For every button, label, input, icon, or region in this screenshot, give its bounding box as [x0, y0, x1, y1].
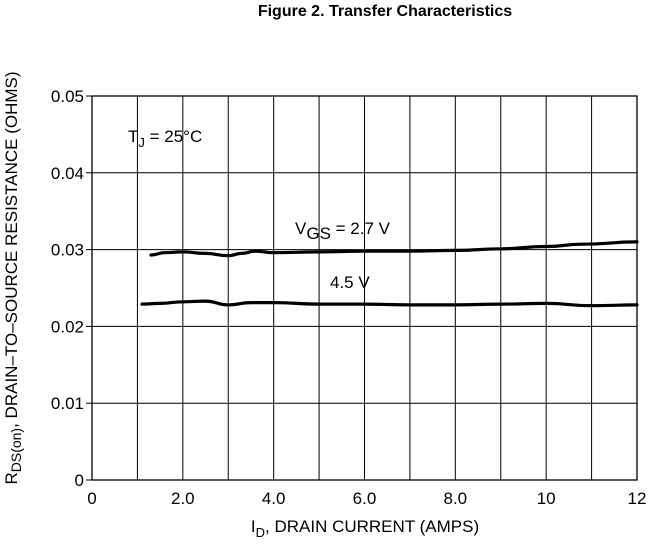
temperature-subscript: J [138, 135, 145, 150]
temperature-value: = 25°C [145, 127, 202, 146]
y-axis-label-subscript: DS(on) [8, 428, 24, 472]
x-axis-label: ID, DRAIN CURRENT (AMPS) [251, 517, 479, 540]
y-tick-label: 0.02 [51, 317, 84, 336]
temperature-symbol: T [128, 127, 138, 146]
y-axis-ticks: 0 0.01 0.02 0.03 0.04 0.05 [51, 87, 92, 490]
y-tick-label: 0 [75, 471, 84, 490]
x-axis-label-subscript: D [256, 525, 265, 540]
series-group [140, 240, 639, 308]
y-axis-label-text: , DRAIN–TO–SOURCE RESISTANCE (OHMS) [2, 71, 21, 427]
x-tick-label: 2.0 [171, 489, 195, 508]
x-tick-label: 4.0 [262, 489, 286, 508]
series-line-vgs-2-7v [149, 240, 639, 258]
temperature-annotation: TJ = 25°C [128, 127, 202, 150]
vgs-subscript: GS [306, 224, 331, 243]
x-tick-label: 12 [628, 489, 647, 508]
x-tick-label: 6.0 [353, 489, 377, 508]
x-axis-ticks: 0 2.0 4.0 6.0 8.0 10 12 [87, 489, 646, 508]
plot-frame [91, 95, 638, 481]
x-tick-label: 8.0 [444, 489, 468, 508]
vgs-symbol: V [295, 219, 307, 238]
y-axis-label-symbol: R [2, 472, 21, 484]
series-line-vgs-4-5v [140, 299, 639, 308]
y-tick-label: 0.04 [51, 164, 84, 183]
vgs-low-annotation: 4.5 V [330, 273, 370, 292]
x-tick-label: 0 [87, 489, 96, 508]
chart-title: Figure 2. Transfer Characteristics [258, 3, 512, 20]
y-axis-label: RDS(on), DRAIN–TO–SOURCE RESISTANCE (OHM… [2, 71, 24, 484]
vgs-high-annotation: VGS = 2.7 V [295, 219, 391, 243]
y-tick-label: 0.01 [51, 394, 84, 413]
y-tick-label: 0.05 [51, 87, 84, 106]
x-tick-label: 10 [537, 489, 556, 508]
y-tick-label: 0.03 [51, 241, 84, 260]
x-axis-label-symbol: I [251, 517, 256, 536]
vgs-high-value: = 2.7 V [331, 219, 391, 238]
x-axis-label-text: , DRAIN CURRENT (AMPS) [265, 517, 479, 536]
